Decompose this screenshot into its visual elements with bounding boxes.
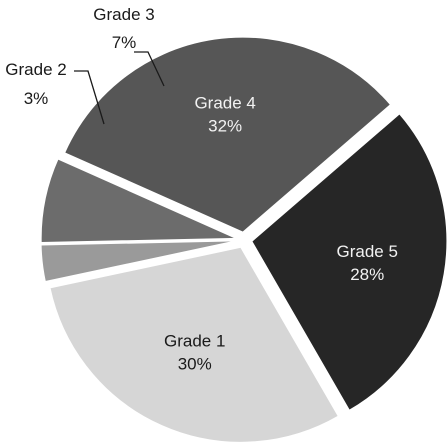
- pie-label-name-grade-1: Grade 1: [164, 332, 225, 351]
- pie-slice-grade-1: [49, 246, 339, 443]
- pie-leader-line-grade-2: [74, 70, 105, 125]
- pie-label-name-grade-2: Grade 2: [5, 60, 66, 79]
- pie-label-name-grade-3: Grade 3: [93, 5, 154, 24]
- pie-slice-grade-3: [40, 158, 237, 244]
- pie-label-value-grade-3: 7%: [112, 33, 137, 52]
- pie-label-value-grade-2: 3%: [24, 89, 49, 108]
- pie-slice-grade-2: [40, 240, 237, 283]
- pie-label-name-grade-5: Grade 5: [337, 242, 398, 261]
- pie-label-name-grade-4: Grade 4: [194, 93, 255, 112]
- pie-slice-grade-5: [251, 113, 448, 411]
- pie-slice-grade-4: [64, 36, 392, 233]
- pie-leader-line-grade-3: [134, 51, 165, 87]
- pie-label-value-grade-1: 30%: [178, 355, 212, 374]
- pie-label-value-grade-5: 28%: [350, 265, 384, 284]
- pie-label-value-grade-4: 32%: [208, 116, 242, 135]
